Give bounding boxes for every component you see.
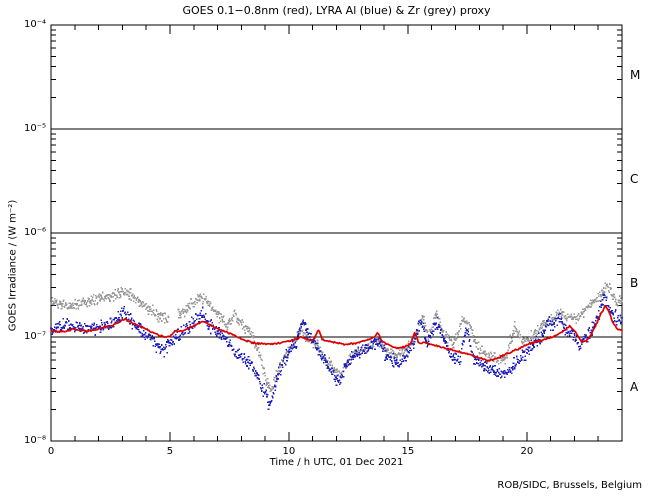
y-tick-label: 10⁻⁸ [23, 435, 46, 446]
chart-title: GOES 0.1−0.8nm (red), LYRA Al (blue) & Z… [182, 4, 491, 17]
y-tick-label: 10⁻⁶ [23, 227, 46, 238]
y-tick-label: 10⁻⁵ [23, 123, 46, 134]
flare-class-letter: M [630, 68, 641, 82]
flare-class-letter: B [630, 276, 639, 290]
x-tick-label: 15 [401, 446, 415, 457]
flare-class-letter: A [630, 380, 639, 394]
flare-class-letter: C [630, 172, 639, 186]
x-tick-label: 10 [282, 446, 296, 457]
credit-text: ROB/SIDC, Brussels, Belgium [497, 480, 642, 491]
x-axis-title: Time / h UTC, 01 Dec 2021 [269, 457, 404, 468]
x-tick-label: 20 [520, 446, 534, 457]
x-tick-label: 5 [166, 446, 174, 457]
x-tick-label: 0 [47, 446, 55, 457]
y-tick-label: 10⁻⁷ [23, 331, 46, 342]
y-tick-label: 10⁻⁴ [23, 19, 46, 30]
